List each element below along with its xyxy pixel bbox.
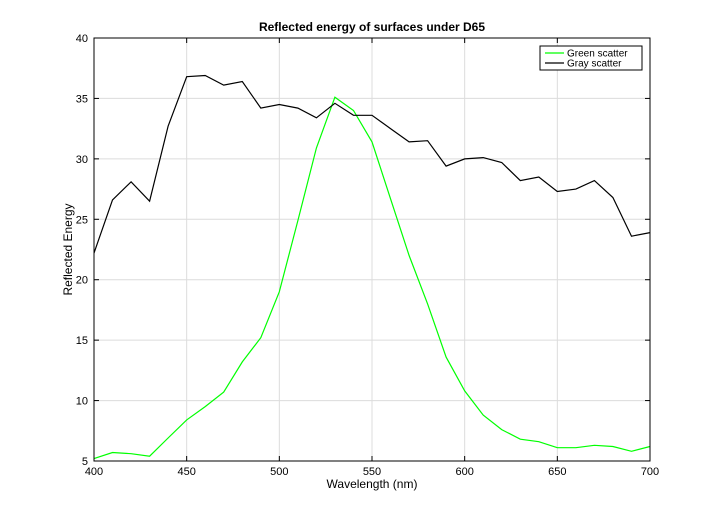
ticks: 400 450 500 550 600 650 700 5 10 15 20 25 30 35 40 (76, 33, 659, 478)
legend-box (539, 45, 643, 71)
x-tick-label: 550 (363, 466, 381, 478)
x-axis-label: Wavelength (nm) (327, 477, 418, 491)
y-tick-label: 30 (76, 154, 88, 166)
series-line-gray-scatter (93, 74, 651, 254)
y-tick-label: 25 (76, 214, 88, 226)
y-tick-label: 5 (82, 456, 88, 468)
grid (94, 38, 650, 461)
y-tick-label: 35 (76, 93, 88, 105)
x-tick-label: 650 (548, 466, 566, 478)
x-tick-label: 500 (270, 466, 288, 478)
y-tick-label: 20 (76, 275, 88, 287)
y-tick-label: 10 (76, 396, 88, 408)
series-group (93, 74, 651, 460)
legend-label: Gray scatter (567, 59, 622, 70)
x-tick-label: 450 (177, 466, 195, 478)
y-tick-label: 40 (76, 33, 88, 45)
x-tick-label: 600 (455, 466, 473, 478)
series-line-green-scatter (93, 96, 651, 460)
y-tick-label: 15 (76, 335, 88, 347)
x-tick-label: 400 (85, 466, 103, 478)
x-tick-label: 700 (641, 466, 659, 478)
y-axis-label: Reflected Energy (61, 203, 75, 295)
chart-title: Reflected energy of surfaces under D65 (259, 20, 485, 34)
legend-label: Green scatter (567, 49, 628, 60)
